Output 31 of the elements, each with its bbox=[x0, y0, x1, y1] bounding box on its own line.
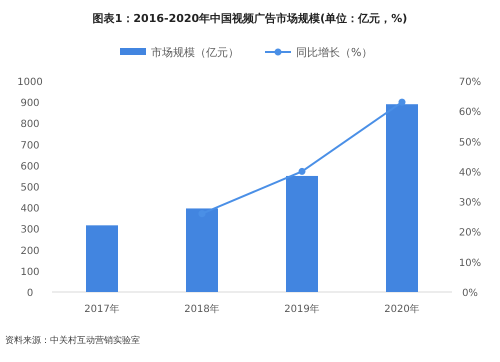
y-tick-label: 1000 bbox=[17, 77, 43, 88]
chart-title: 图表1：2016-2020年中国视频广告市场规模(单位：亿元，%) bbox=[92, 12, 408, 25]
x-tick-label: 2019年 bbox=[284, 303, 320, 315]
y2-tick-label: 30% bbox=[458, 198, 482, 209]
y2-tick-label: 40% bbox=[458, 167, 482, 178]
x-tick-label: 2017年 bbox=[84, 303, 120, 315]
y-tick-label: 100 bbox=[20, 266, 40, 278]
y2-tick-label: 50% bbox=[458, 137, 482, 148]
point bbox=[198, 210, 206, 218]
y2-tick-label: 10% bbox=[458, 258, 482, 269]
y-tick-label: 400 bbox=[20, 204, 40, 215]
y2-tick-label: 60% bbox=[458, 107, 482, 118]
y-tick-label: 800 bbox=[20, 119, 40, 130]
x-tick-label: 2020年 bbox=[384, 303, 420, 315]
legend-label: 同比增长（%） bbox=[296, 46, 372, 59]
y-tick-label: 300 bbox=[20, 224, 40, 236]
legend-label: 市场规模（亿元） bbox=[151, 46, 239, 59]
text: 资料来源：中关村互动营销实验室 bbox=[5, 335, 140, 346]
y-tick-label: 700 bbox=[20, 140, 40, 152]
y-tick-label: 0 bbox=[26, 288, 34, 299]
y-tick-label: 600 bbox=[20, 161, 40, 172]
point bbox=[298, 168, 306, 175]
y2-tick-label: 20% bbox=[458, 228, 482, 239]
x-tick-label: 2018年 bbox=[184, 303, 220, 315]
bar bbox=[86, 225, 118, 292]
y-tick-label: 500 bbox=[20, 182, 40, 194]
y2-tick-label: 0% bbox=[462, 288, 478, 299]
y2-tick-label: 70% bbox=[458, 77, 482, 88]
y-tick-label: 900 bbox=[20, 98, 40, 110]
point bbox=[398, 98, 406, 106]
y-tick-label: 200 bbox=[20, 246, 40, 257]
